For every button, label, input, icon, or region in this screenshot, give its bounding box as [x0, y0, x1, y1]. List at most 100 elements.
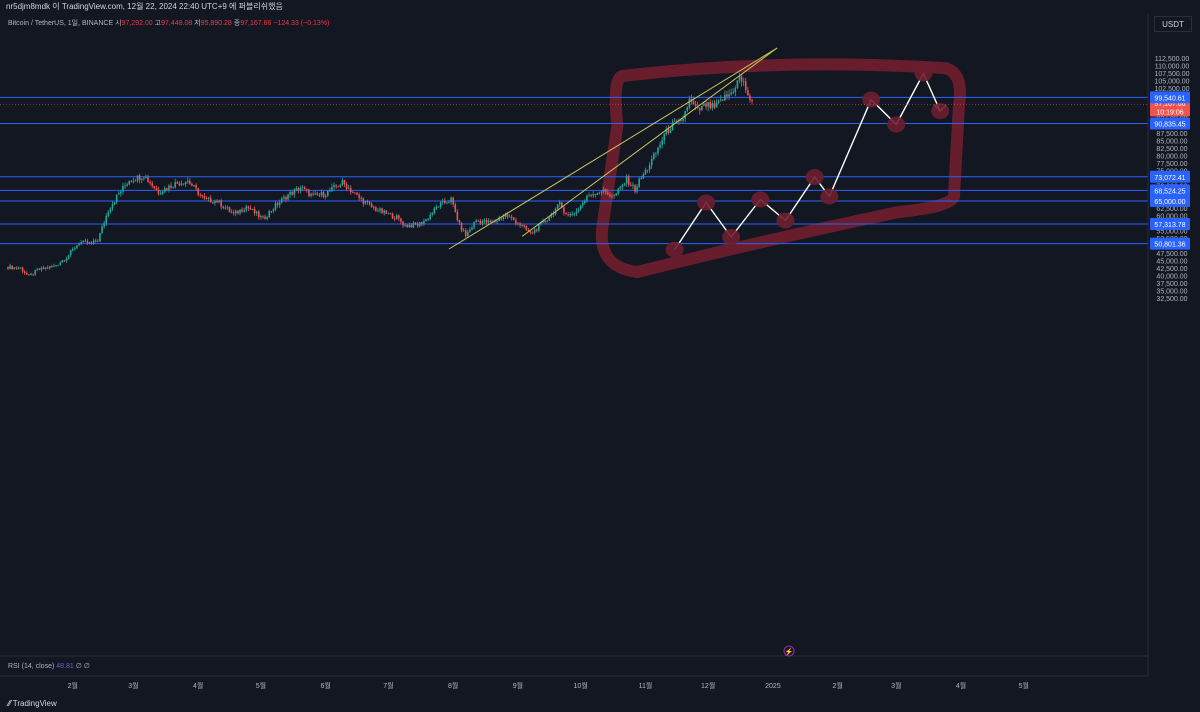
- event-icon[interactable]: ⚡: [783, 645, 795, 657]
- level-label: 90,835.45: [1154, 121, 1185, 128]
- candle-body: [176, 182, 179, 184]
- candle-body: [548, 217, 551, 221]
- candle-body: [341, 179, 344, 185]
- time-axis: 2월 3월 4월 5월 6월 7월 8월 9월 10월 11월 12월 2025 2월 3월 4월 5월: [68, 681, 1029, 690]
- candle-body: [726, 94, 728, 97]
- candle-body: [335, 185, 337, 187]
- candle-body: [239, 209, 241, 214]
- candle-body: [535, 229, 538, 231]
- candle-body: [565, 212, 567, 215]
- candle-body: [264, 216, 266, 219]
- candle-body: [602, 189, 605, 192]
- price-tick: 47,500.00: [1156, 251, 1187, 258]
- candle-body: [274, 203, 277, 210]
- candle-body: [458, 220, 461, 223]
- candle-body: [180, 183, 183, 186]
- candle-body: [552, 213, 555, 215]
- candle-body: [272, 209, 275, 212]
- candle-body: [299, 187, 302, 191]
- candle-body: [295, 188, 298, 190]
- candle-body: [276, 203, 279, 206]
- level-label: 57,313.78: [1154, 222, 1185, 229]
- projection-marker: [722, 229, 741, 245]
- candle-body: [494, 221, 496, 223]
- candle-body: [694, 104, 697, 106]
- price-axis: 112,500.00110,000.00107,500.00105,000.00…: [0, 56, 1190, 303]
- candle-body: [136, 175, 139, 181]
- candle-body: [676, 120, 678, 122]
- candle-body: [673, 120, 676, 122]
- candle-body: [719, 99, 722, 101]
- candle-body: [667, 128, 670, 133]
- price-tick: 40,000.00: [1156, 274, 1187, 281]
- candle-body: [412, 222, 415, 228]
- time-tick: 2월: [68, 681, 78, 690]
- candle-body: [310, 193, 312, 196]
- candle-body: [732, 92, 735, 93]
- candle-body: [243, 210, 245, 212]
- candle-body: [627, 176, 630, 185]
- candle-body: [326, 190, 329, 196]
- candle-body: [78, 243, 80, 246]
- candle-body: [19, 267, 22, 269]
- candle-body: [473, 222, 475, 228]
- candle-body: [400, 218, 402, 222]
- candle-body: [86, 241, 89, 244]
- candle-body: [487, 220, 490, 223]
- candle-body: [427, 218, 429, 220]
- candle-body: [625, 176, 628, 184]
- candle-body: [665, 128, 668, 135]
- currency-selector[interactable]: USDT: [1154, 16, 1192, 32]
- candle-body: [352, 192, 354, 193]
- candle-body: [241, 209, 243, 212]
- candle-body: [590, 195, 592, 197]
- candle-body: [686, 107, 689, 111]
- projection-path: [674, 71, 947, 250]
- candle-body: [140, 178, 143, 180]
- candle-body: [161, 191, 164, 194]
- candle-body: [406, 225, 408, 228]
- candle-body: [49, 266, 51, 269]
- candle-body: [53, 265, 55, 267]
- brand-name[interactable]: TradingView: [12, 699, 57, 708]
- candle-body: [421, 222, 423, 225]
- candle-body: [724, 94, 726, 101]
- rsi-legend[interactable]: RSI (14, close) 48.81 ∅ ∅: [8, 662, 90, 670]
- candle-body: [688, 98, 691, 108]
- candle-body: [324, 195, 327, 197]
- candle-body: [435, 207, 438, 209]
- candle-body: [228, 207, 231, 212]
- candle-body: [715, 102, 718, 108]
- price-tick: 37,500.00: [1156, 281, 1187, 288]
- candle-body: [205, 198, 208, 200]
- candle-body: [408, 225, 411, 228]
- candle-body: [521, 225, 523, 226]
- candle-body: [174, 182, 176, 188]
- candle-body: [479, 220, 482, 224]
- candle-body: [201, 194, 204, 197]
- tradingview-logo-icon[interactable]: ⁄⁄: [8, 699, 11, 708]
- candle-body: [414, 222, 417, 225]
- candle-body: [512, 217, 515, 221]
- projection-line: [674, 71, 941, 250]
- candle-body: [354, 192, 356, 194]
- change-value: −124.33 (−0.13%): [273, 20, 330, 27]
- time-tick: 3월: [128, 681, 138, 690]
- highlight-region: [595, 58, 966, 278]
- candle-body: [145, 177, 147, 179]
- candle-body: [692, 101, 695, 105]
- open-value: 97,292.00: [121, 20, 153, 27]
- candle-body: [278, 202, 281, 206]
- candle-body: [441, 200, 444, 203]
- candle-body: [444, 200, 446, 203]
- candle-body: [23, 271, 26, 274]
- high-value: 97,448.08: [161, 20, 193, 27]
- time-tick: 4월: [193, 681, 203, 690]
- symbol-legend[interactable]: Bitcoin / TetherUS, 1일, BINANCE 시97,292.…: [8, 18, 329, 28]
- time-tick: 3월: [891, 681, 901, 690]
- candle-body: [155, 188, 158, 190]
- candle-body: [143, 178, 145, 179]
- level-label: 50,801.36: [1154, 242, 1185, 249]
- candle-body: [358, 194, 360, 198]
